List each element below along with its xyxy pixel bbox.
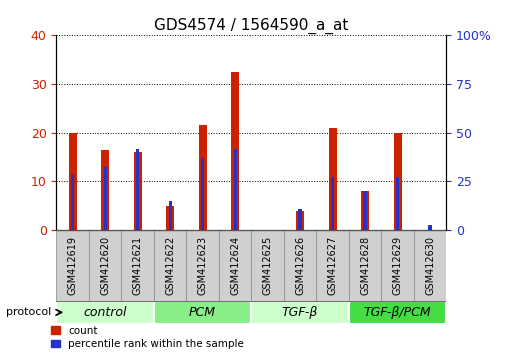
Bar: [168, 201, 172, 230]
Bar: [122, 230, 154, 301]
Bar: [71, 174, 74, 230]
Bar: [154, 230, 186, 301]
Text: GSM412620: GSM412620: [100, 236, 110, 295]
Bar: [89, 230, 122, 301]
Bar: [299, 209, 302, 230]
Bar: [296, 211, 304, 230]
Text: GSM412628: GSM412628: [360, 236, 370, 295]
Text: GSM412624: GSM412624: [230, 236, 240, 295]
Text: GSM412629: GSM412629: [392, 236, 403, 295]
Title: GDS4574 / 1564590_a_at: GDS4574 / 1564590_a_at: [154, 18, 348, 34]
Bar: [317, 230, 349, 301]
Bar: [284, 230, 317, 301]
Bar: [136, 149, 139, 230]
Legend: count, percentile rank within the sample: count, percentile rank within the sample: [51, 326, 244, 349]
Text: GSM412619: GSM412619: [68, 236, 77, 295]
Text: GSM412621: GSM412621: [133, 236, 143, 295]
Bar: [349, 301, 446, 324]
Bar: [328, 128, 337, 230]
Bar: [56, 301, 154, 324]
Bar: [349, 230, 381, 301]
Bar: [199, 125, 207, 230]
Text: PCM: PCM: [189, 306, 216, 319]
Text: GSM412625: GSM412625: [263, 236, 272, 295]
Bar: [396, 177, 399, 230]
Text: GSM412622: GSM412622: [165, 236, 175, 295]
Bar: [56, 230, 89, 301]
Bar: [133, 152, 142, 230]
Bar: [381, 230, 414, 301]
Bar: [361, 191, 369, 230]
Text: GSM412626: GSM412626: [295, 236, 305, 295]
Bar: [201, 158, 204, 230]
Bar: [251, 230, 284, 301]
Text: protocol: protocol: [6, 307, 51, 318]
Text: GSM412623: GSM412623: [198, 236, 208, 295]
Text: TGF-β/PCM: TGF-β/PCM: [364, 306, 431, 319]
Bar: [363, 191, 367, 230]
Bar: [219, 230, 251, 301]
Bar: [331, 177, 334, 230]
Bar: [414, 230, 446, 301]
Bar: [154, 301, 251, 324]
Bar: [231, 72, 239, 230]
Text: GSM412630: GSM412630: [425, 236, 435, 295]
Bar: [186, 230, 219, 301]
Text: GSM412627: GSM412627: [328, 236, 338, 295]
Bar: [166, 206, 174, 230]
Bar: [104, 167, 107, 230]
Bar: [393, 133, 402, 230]
Bar: [251, 301, 349, 324]
Text: control: control: [84, 306, 127, 319]
Bar: [101, 150, 109, 230]
Bar: [233, 149, 236, 230]
Bar: [428, 225, 431, 230]
Text: TGF-β: TGF-β: [282, 306, 318, 319]
Bar: [69, 133, 77, 230]
